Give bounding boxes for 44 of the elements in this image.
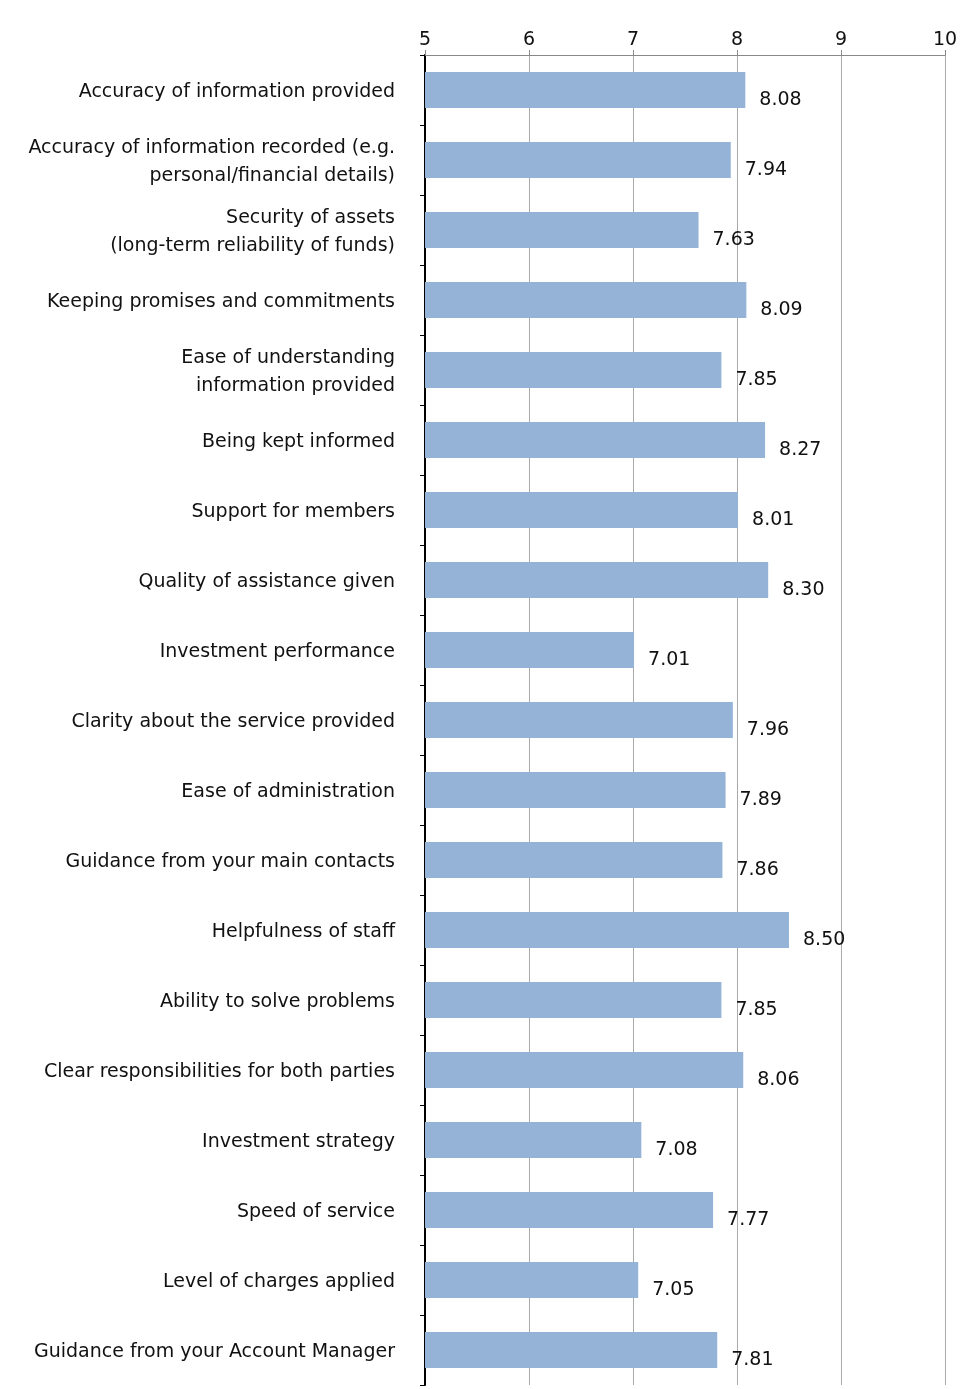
y-tick-label: Clarity about the service provided: [71, 709, 395, 731]
y-tick-label: Quality of assistance given: [138, 569, 395, 591]
y-tick-label: Support for members: [191, 499, 395, 521]
y-tick-label: Ability to solve problems: [159, 989, 395, 1011]
y-tick-label: Accuracy of information recorded (e.g. personal/financial details): [28, 135, 395, 185]
y-tick-label: Security of assets (long-term reliability of funds): [110, 205, 395, 255]
x-tick-label: 8: [730, 26, 744, 49]
data-label: 7.81: [731, 1347, 774, 1369]
x-tick-label: 9: [834, 26, 848, 49]
y-tick-label: Helpfulness of staff: [211, 919, 396, 941]
data-label: 8.50: [803, 927, 846, 949]
data-label: 7.85: [735, 367, 778, 389]
y-tick-label: Speed of service: [236, 1199, 395, 1221]
data-label: 8.27: [779, 437, 822, 459]
data-label: 7.05: [652, 1277, 695, 1299]
y-tick-label: Clear responsibilities for both parties: [43, 1059, 395, 1081]
y-tick-label: Guidance from your Account Manager: [33, 1339, 396, 1361]
data-label: 8.30: [782, 577, 825, 599]
data-label: 7.08: [655, 1137, 698, 1159]
data-label: 8.06: [757, 1067, 800, 1089]
data-label: 7.96: [746, 717, 790, 739]
y-tick-label: Ease of understanding information provided: [181, 345, 395, 395]
y-tick-label: Guidance from your main contacts: [65, 849, 395, 871]
x-tick-label: 7: [626, 26, 640, 49]
y-tick-label: Investment strategy: [202, 1129, 395, 1151]
x-tick-label: 10: [932, 26, 958, 49]
data-label: 7.63: [712, 227, 755, 249]
y-tick-label: Being kept informed: [201, 429, 395, 451]
data-label: 7.89: [739, 787, 782, 809]
x-tick-label: 5: [418, 26, 432, 49]
y-tick-label: Ease of administration: [181, 779, 395, 801]
data-label: 7.77: [727, 1207, 770, 1229]
data-label: 7.01: [648, 647, 691, 669]
y-tick-label: Keeping promises and commitments: [47, 289, 395, 311]
data-label: 7.94: [744, 157, 788, 179]
y-tick-label: Accuracy of information provided: [78, 79, 395, 101]
data-label: 7.85: [735, 997, 778, 1019]
x-tick-label: 6: [522, 26, 536, 49]
y-tick-label: Level of charges applied: [163, 1269, 395, 1291]
data-label: 8.09: [760, 297, 803, 319]
data-label: 8.08: [759, 87, 802, 109]
y-tick-label: Investment performance: [159, 639, 395, 661]
data-label: 8.01: [752, 507, 795, 529]
data-label: 7.86: [736, 857, 779, 879]
